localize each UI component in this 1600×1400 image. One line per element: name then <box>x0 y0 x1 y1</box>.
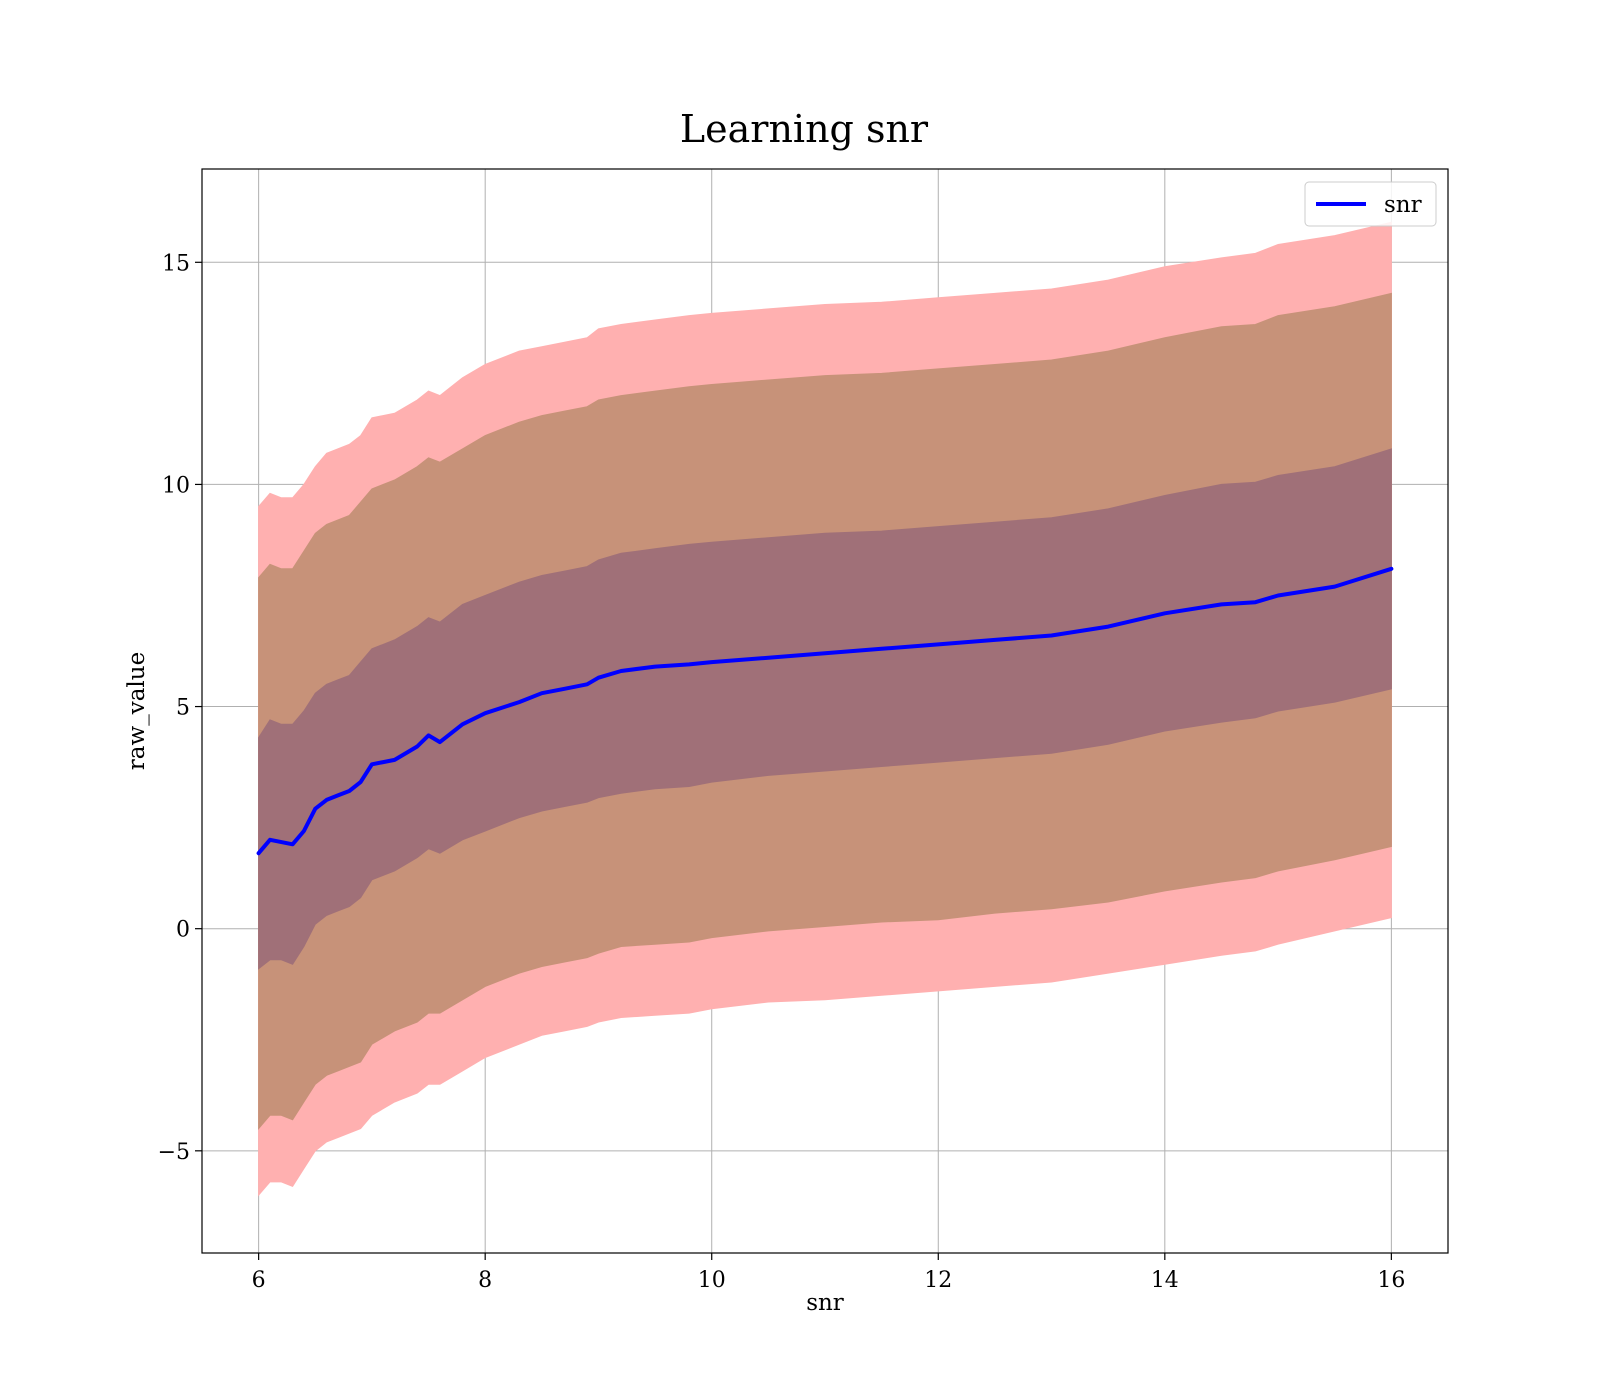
x-axis-label: snr <box>806 1290 844 1316</box>
y-tick-label: 0 <box>176 918 190 943</box>
data-series <box>256 566 1394 856</box>
y-tick-label: 10 <box>162 473 190 498</box>
x-tick-label: 8 <box>478 1268 492 1293</box>
x-tick-label: 16 <box>1377 1268 1405 1293</box>
chart-title: Learning snr <box>680 107 929 151</box>
y-axis-ticks: −5 0 5 10 15 <box>158 251 202 1165</box>
x-axis-ticks: 6 8 10 12 14 16 <box>252 1253 1405 1293</box>
x-tick-label: 6 <box>252 1268 266 1293</box>
legend-entry-snr: snr <box>1384 192 1422 218</box>
y-axis-label: raw_value <box>124 652 150 770</box>
band-inner <box>258 448 1392 970</box>
x-tick-label: 12 <box>924 1268 952 1293</box>
legend: snr <box>1304 181 1437 227</box>
series-line-snr <box>256 566 1394 856</box>
x-tick-label: 10 <box>698 1268 726 1293</box>
y-tick-label: −5 <box>158 1140 190 1165</box>
y-tick-label: 15 <box>162 251 190 276</box>
y-tick-label: 5 <box>176 696 190 721</box>
confidence-bands <box>258 221 1392 1197</box>
plot-area-frame <box>201 168 1449 1254</box>
x-tick-label: 14 <box>1151 1268 1179 1293</box>
legend-box <box>1304 181 1437 227</box>
